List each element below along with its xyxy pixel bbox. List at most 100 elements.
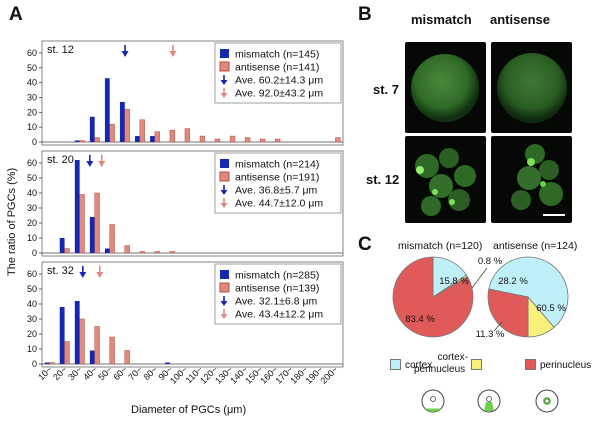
y-tick-label: 60 bbox=[27, 48, 37, 58]
y-tick-label: 40 bbox=[27, 78, 37, 88]
chart-title: st. 12 bbox=[47, 44, 74, 56]
nucleus bbox=[544, 398, 550, 404]
pie-slice-cortex bbox=[488, 256, 569, 328]
legend-label-antisense: antisense (n=139) bbox=[235, 283, 319, 295]
legend-label-mismatch: mismatch (n=214) bbox=[235, 159, 319, 171]
bar-antisense-140~ bbox=[244, 137, 251, 143]
bar-mismatch-60~ bbox=[119, 101, 125, 142]
legend-swatch-antisense bbox=[219, 171, 230, 182]
bar-antisense-50~ bbox=[109, 123, 115, 143]
bar-antisense-60~ bbox=[124, 109, 130, 143]
pie-leader-line bbox=[493, 321, 503, 332]
bar-antisense-40~ bbox=[94, 192, 100, 254]
nucleus bbox=[486, 396, 492, 402]
pie-label-perinucleus: 83.4 % bbox=[405, 314, 435, 325]
legend-label-mismatch: mismatch (n=145) bbox=[235, 49, 319, 61]
histogram-st32: 0 10 20 30 40 50 60 st. 32 mismatch (n=285)antis… bbox=[27, 261, 344, 369]
bar-antisense-150~ bbox=[259, 138, 266, 143]
panel-letter-c: C bbox=[358, 234, 372, 255]
panel-letter-a: A bbox=[9, 4, 23, 25]
pie-label-perinucleus: 28.2 % bbox=[498, 276, 528, 287]
histogram-st12: 0 10 20 30 40 50 60 st. 12 mismatch (n=145)antis… bbox=[27, 40, 344, 147]
bar-mismatch-40~ bbox=[89, 350, 95, 364]
embryo-image bbox=[511, 144, 563, 210]
y-tick-label: 60 bbox=[27, 269, 37, 279]
bar-antisense-50~ bbox=[109, 224, 115, 254]
legend-label-cortex-perinucleus-line2: perinucleus bbox=[414, 364, 466, 375]
micrograph-row-st12: st. 12 bbox=[366, 172, 400, 187]
bar-antisense-80~ bbox=[154, 131, 160, 143]
micrograph-column-mismatch: mismatch bbox=[411, 12, 472, 27]
legend-box bbox=[214, 263, 342, 325]
y-tick-label: 10 bbox=[27, 122, 37, 132]
cell-icon-perinucleus bbox=[535, 389, 559, 413]
bar-antisense-70~ bbox=[139, 119, 145, 143]
bar-antisense-60~ bbox=[124, 245, 130, 254]
average-arrow-head bbox=[96, 272, 104, 278]
bar-antisense-50~ bbox=[109, 336, 115, 365]
bar-antisense-160~ bbox=[275, 138, 281, 143]
average-arrow-head bbox=[98, 161, 106, 167]
cortex-perinucleus-signal bbox=[484, 402, 494, 411]
y-tick-label: 30 bbox=[27, 314, 37, 324]
legend-box bbox=[214, 42, 342, 104]
legend-swatch-mismatch bbox=[220, 49, 229, 58]
micrograph-mismatch-st7 bbox=[405, 42, 486, 133]
y-tick-label: 40 bbox=[27, 299, 37, 309]
bar-mismatch-10~ bbox=[44, 362, 50, 364]
bar-antisense-40~ bbox=[94, 137, 100, 143]
y-tick-label: 50 bbox=[27, 284, 37, 294]
bar-mismatch-90~ bbox=[165, 362, 170, 364]
cell-icon-cortex-perinucleus bbox=[477, 389, 501, 413]
bar-mismatch-30~ bbox=[74, 140, 80, 142]
legend-label-cortex-perinucleus: cortex- bbox=[437, 352, 468, 363]
y-tick-label: 40 bbox=[27, 188, 37, 198]
bar-mismatch-50~ bbox=[104, 78, 110, 142]
bar-antisense-30~ bbox=[79, 194, 85, 254]
bar-antisense-30~ bbox=[79, 318, 85, 365]
micrograph-antisense-st7 bbox=[491, 42, 572, 133]
chart-title: st. 20 bbox=[47, 154, 74, 166]
legend-average-label: Ave. 36.8±5.7 μm bbox=[235, 185, 318, 197]
bar-antisense-10~ bbox=[49, 362, 55, 365]
legend-average-label: Ave. 43.4±12.2 μm bbox=[235, 309, 323, 321]
pie-label-cortex-perinucleus: 11.3 % bbox=[476, 329, 505, 340]
micrograph-antisense-st12 bbox=[491, 136, 572, 223]
bar-antisense-100~ bbox=[184, 128, 191, 143]
embryo-image bbox=[497, 53, 567, 123]
pie-mismatch: 15.8 % 0.8 % 83.4 % bbox=[392, 256, 503, 338]
bar-mismatch-20~ bbox=[59, 238, 65, 253]
legend-arrow-head bbox=[220, 314, 228, 319]
cell-icon-cortex bbox=[421, 389, 445, 413]
pie-label-cortex: 15.8 % bbox=[439, 276, 469, 287]
legend-swatch-cortex-perinucleus bbox=[471, 359, 482, 370]
bar-antisense-130~ bbox=[229, 135, 236, 143]
bar-antisense-200~ bbox=[335, 137, 341, 143]
bar-antisense-60~ bbox=[124, 350, 130, 365]
bar-antisense-20~ bbox=[64, 341, 70, 365]
pie-antisense: 60.5 % 11.3 % 28.2 % bbox=[476, 256, 569, 340]
legend-label-cortex: cortex bbox=[405, 360, 433, 371]
average-arrow-head bbox=[121, 51, 129, 57]
y-tick-label: 10 bbox=[27, 233, 37, 243]
legend-label-antisense: antisense (n=141) bbox=[235, 62, 319, 74]
average-arrow-head bbox=[86, 161, 94, 167]
legend-swatch-antisense bbox=[219, 282, 230, 293]
legend-swatch-cortex bbox=[390, 359, 401, 370]
y-tick-label: 20 bbox=[27, 329, 37, 339]
bar-antisense-20~ bbox=[64, 248, 70, 254]
legend-swatch-antisense bbox=[219, 61, 230, 72]
pie-title-mismatch: mismatch (n=120) bbox=[398, 240, 483, 252]
bar-antisense-80~ bbox=[154, 251, 160, 254]
bar-antisense-90~ bbox=[169, 129, 175, 143]
pie-slice-perinucleus bbox=[487, 288, 529, 338]
embryo-image bbox=[411, 54, 479, 122]
micrograph-column-antisense: antisense bbox=[490, 12, 550, 27]
bar-antisense-110~ bbox=[199, 135, 206, 143]
average-arrow-head bbox=[169, 51, 177, 57]
legend-label-perinucleus: perinucleus bbox=[540, 360, 592, 371]
legend-arrow-head bbox=[220, 93, 228, 98]
bar-mismatch-40~ bbox=[89, 217, 95, 253]
micrograph-mismatch-st12 bbox=[405, 136, 486, 223]
